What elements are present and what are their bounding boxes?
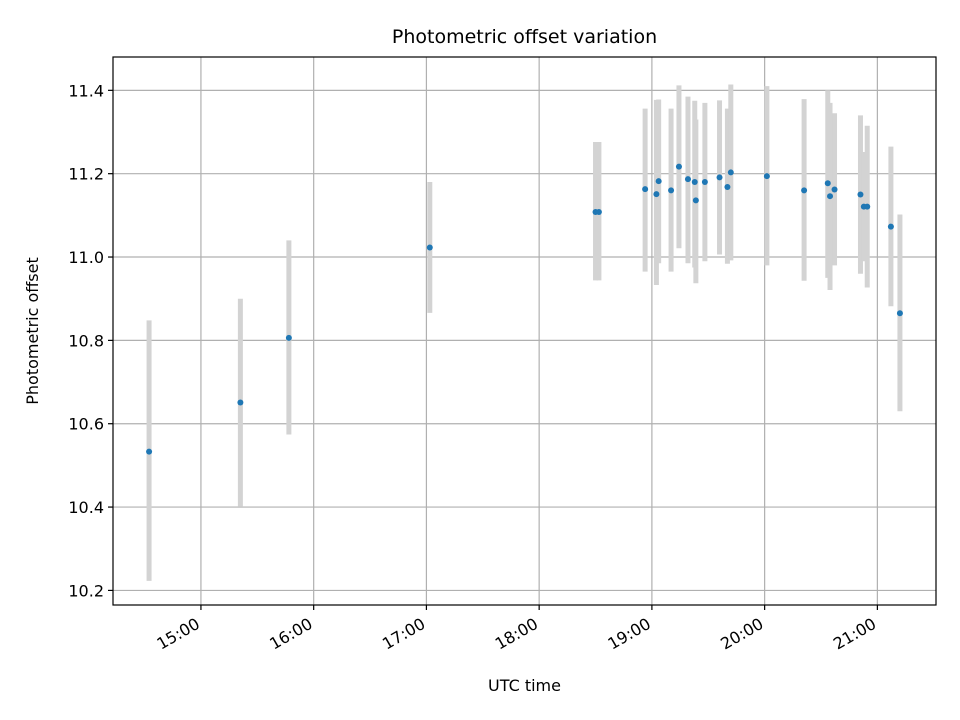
data-point bbox=[864, 203, 871, 210]
data-point bbox=[724, 184, 731, 191]
data-point bbox=[655, 178, 662, 185]
y-tick-label: 10.6 bbox=[68, 415, 104, 434]
data-point bbox=[684, 176, 691, 183]
data-point bbox=[701, 179, 708, 186]
y-tick-label: 11.4 bbox=[68, 81, 104, 100]
data-point bbox=[763, 173, 770, 180]
data-point bbox=[857, 191, 864, 198]
data-point bbox=[727, 169, 734, 176]
data-point bbox=[642, 186, 649, 193]
data-point bbox=[691, 179, 698, 186]
chart-title: Photometric offset variation bbox=[392, 26, 657, 48]
y-axis-title: Photometric offset bbox=[23, 257, 42, 405]
x-axis-title: UTC time bbox=[488, 676, 561, 695]
data-point bbox=[146, 448, 153, 455]
grid bbox=[113, 57, 936, 605]
y-tick-label: 11.2 bbox=[68, 165, 104, 184]
data-point bbox=[801, 187, 808, 194]
data-point bbox=[896, 310, 903, 317]
data-point bbox=[653, 191, 660, 198]
y-tick-label: 10.4 bbox=[68, 498, 104, 517]
data-point bbox=[675, 163, 682, 170]
data-point bbox=[692, 197, 699, 204]
data-point bbox=[831, 186, 838, 193]
y-tick-label: 10.8 bbox=[68, 331, 104, 350]
plot-frame bbox=[112, 56, 937, 606]
x-tick-label: 17:00 bbox=[379, 614, 428, 654]
x-axis-ticks: 15:00 16:00 17:00 18:00 19:00 20:00 21:00 bbox=[154, 605, 879, 654]
y-axis-ticks: 10.2 10.4 10.6 10.8 11.0 11.2 11.4 bbox=[68, 81, 113, 600]
y-tick-label: 11.0 bbox=[68, 248, 104, 267]
data-point bbox=[237, 399, 244, 406]
x-tick-label: 19:00 bbox=[604, 614, 653, 654]
x-tick-label: 21:00 bbox=[830, 614, 879, 654]
data-point bbox=[887, 223, 894, 230]
error-bars bbox=[146, 84, 903, 581]
data-point bbox=[668, 187, 675, 194]
x-tick-label: 20:00 bbox=[717, 614, 766, 654]
x-tick-label: 16:00 bbox=[266, 614, 315, 654]
data-point bbox=[595, 209, 602, 216]
y-tick-label: 10.2 bbox=[68, 581, 104, 600]
data-point bbox=[426, 244, 433, 251]
data-point bbox=[716, 174, 723, 181]
x-tick-label: 15:00 bbox=[154, 614, 203, 654]
x-tick-label: 18:00 bbox=[492, 614, 541, 654]
data-point bbox=[285, 334, 292, 341]
data-point bbox=[824, 180, 831, 187]
data-point bbox=[827, 193, 834, 200]
data-points bbox=[146, 163, 903, 455]
